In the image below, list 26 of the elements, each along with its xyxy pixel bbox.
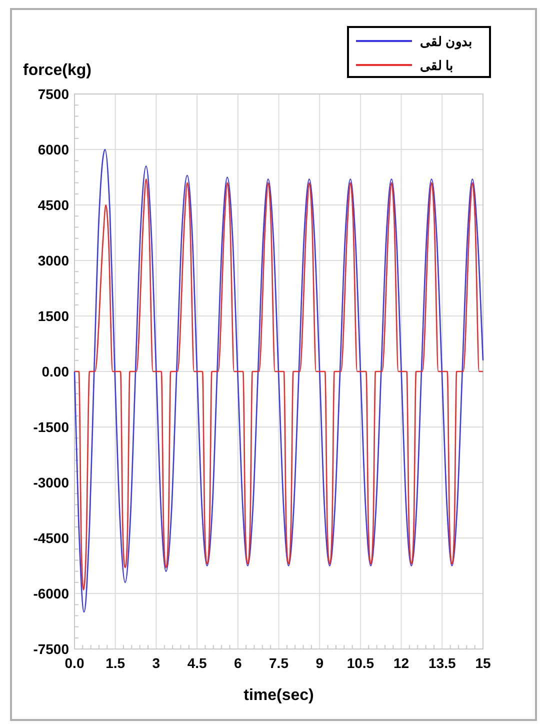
x-tick-label: 0.0 [64,655,84,671]
y-axis-title: force(kg) [23,62,92,79]
y-tick-label: 6000 [38,142,70,158]
y-tick-label: -7500 [33,641,70,657]
x-axis-title: time(sec) [244,687,314,704]
x-tick-label: 12 [394,655,410,671]
y-tick-label: -1500 [33,419,70,435]
x-tick-label: 3 [152,655,160,671]
y-tick-label: -6000 [33,586,70,602]
x-tick-label: 1.5 [106,655,126,671]
x-tick-label: 10.5 [346,655,374,671]
y-tick-label: 3000 [38,252,70,268]
y-tick-label: 0.00 [42,364,70,380]
y-tick-label: 4500 [38,197,70,213]
x-tick-label: 13.5 [428,655,456,671]
legend-label: بدون لقی [420,34,473,50]
x-tick-label: 15 [475,655,491,671]
legend-label: با لقی [420,58,454,73]
x-tick-label: 7.5 [269,655,289,671]
y-tick-label: 7500 [38,86,70,102]
x-tick-label: 9 [316,655,324,671]
y-tick-label: -3000 [33,474,70,490]
x-tick-label: 4.5 [187,655,207,671]
x-tick-label: 6 [234,655,242,671]
y-tick-label: 1500 [38,308,70,324]
y-tick-label: -4500 [33,530,70,546]
